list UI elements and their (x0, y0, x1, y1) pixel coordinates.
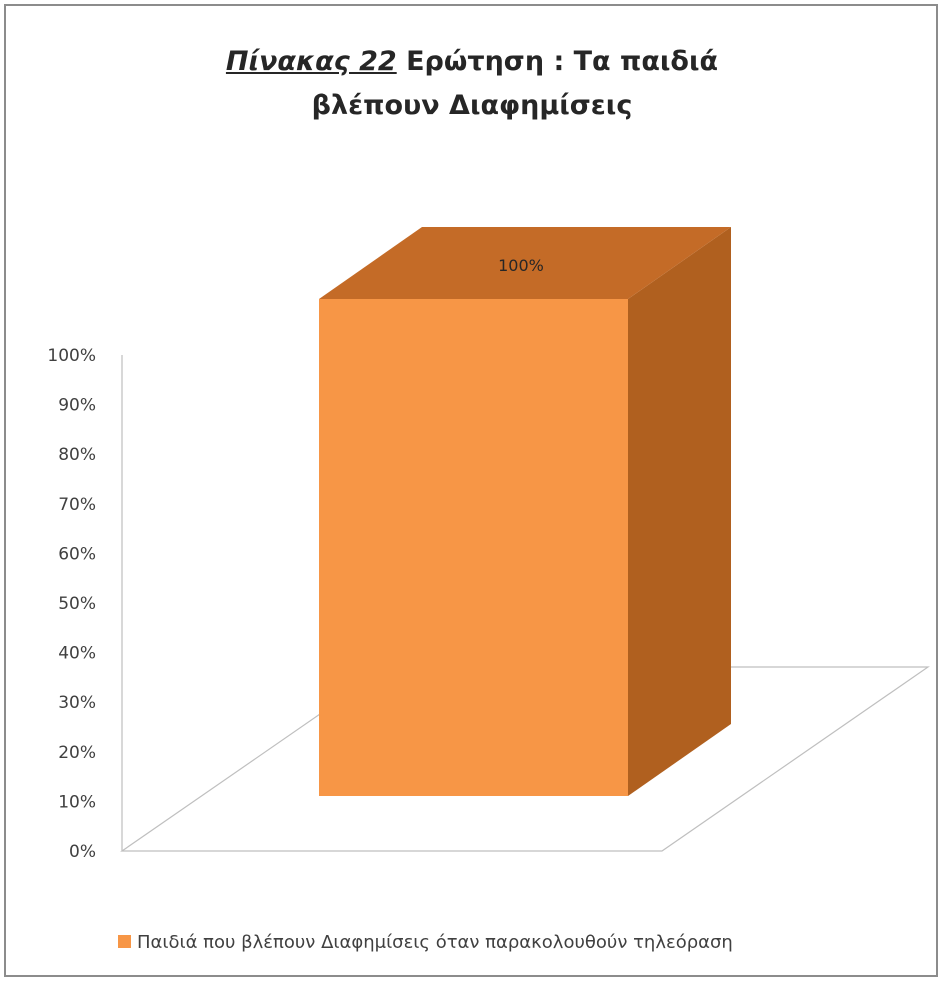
y-tick-label: 50% (58, 594, 96, 614)
y-axis-ticks: 0% 10% 20% 30% 40% 50% 60% 70% 80% 90% 100% (47, 346, 96, 862)
chart-title-line2: βλέπουν Διαφημίσεις (311, 90, 633, 121)
bar-side-face (628, 227, 731, 796)
bar (319, 299, 628, 796)
chart-legend: Παιδιά που βλέπουν Διαφημίσεις όταν παρα… (118, 932, 733, 953)
chart-title: Πίνακας 22 Ερώτηση : Τα παιδιά βλέπουν Δ… (0, 40, 944, 128)
y-tick-label: 70% (58, 495, 96, 515)
chart-title-table-number: Πίνακας 22 (225, 46, 397, 77)
y-tick-label: 90% (58, 396, 96, 416)
y-tick-label: 10% (58, 792, 96, 812)
y-tick-label: 40% (58, 644, 96, 664)
bars-group: 100% (319, 227, 731, 796)
y-tick-label: 0% (69, 842, 96, 862)
bar-top-face (319, 227, 731, 299)
chart-title-question: Ερώτηση : Τα παιδιά (396, 46, 719, 77)
bar-data-label: 100% (498, 256, 544, 275)
legend-series-label: Παιδιά που βλέπουν Διαφημίσεις όταν παρα… (137, 932, 733, 953)
y-tick-label: 100% (47, 346, 96, 366)
legend-swatch (118, 935, 131, 948)
plot-walls (120, 355, 930, 852)
floor-plane (120, 666, 930, 852)
y-tick-label: 30% (58, 693, 96, 713)
y-tick-label: 60% (58, 544, 96, 564)
y-tick-label: 80% (58, 445, 96, 465)
y-tick-label: 20% (58, 743, 96, 763)
